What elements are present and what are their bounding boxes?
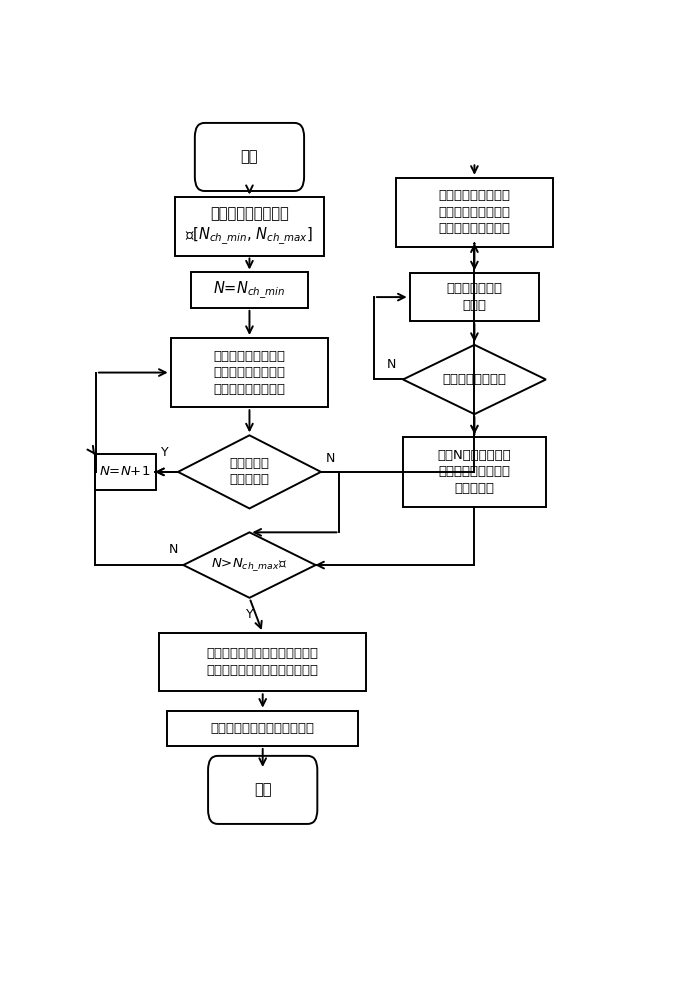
Text: 计算各方案充电站建设成本、用
户充电成本及充电站运营年收益: 计算各方案充电站建设成本、用 户充电成本及充电站运营年收益 <box>207 647 319 677</box>
Text: N: N <box>326 452 335 465</box>
Text: 确定初始聚类中心进
行充电需求点聚类，
确定充电站服务范围: 确定初始聚类中心进 行充电需求点聚类， 确定充电站服务范围 <box>214 350 285 396</box>
FancyBboxPatch shape <box>195 123 304 191</box>
Text: $N$=$N_{ch\_min}$: $N$=$N_{ch\_min}$ <box>214 280 285 301</box>
Text: Y: Y <box>161 446 169 459</box>
FancyBboxPatch shape <box>208 756 318 824</box>
Text: N: N <box>387 358 396 371</box>
Bar <box>403 437 546 507</box>
Text: 规划方案排序并确定最优方案: 规划方案排序并确定最优方案 <box>210 722 315 735</box>
Bar <box>176 197 324 256</box>
Text: $N$=$N$+1: $N$=$N$+1 <box>100 465 151 478</box>
Text: 满足配电网约束？: 满足配电网约束？ <box>443 373 506 386</box>
Text: 结束: 结束 <box>254 782 271 797</box>
Bar <box>167 711 358 746</box>
Text: 确定充电站供电
接入点: 确定充电站供电 接入点 <box>447 282 503 312</box>
Bar <box>95 454 156 490</box>
Text: N: N <box>169 543 178 556</box>
Bar <box>410 273 540 321</box>
Polygon shape <box>183 532 316 598</box>
Text: Y: Y <box>471 425 478 438</box>
Bar <box>396 178 553 247</box>
Text: 超出充电站
最大容量？: 超出充电站 最大容量？ <box>229 457 270 486</box>
Text: 确定N座充电站的站
址、容量、接入位置
及服务范围: 确定N座充电站的站 址、容量、接入位置 及服务范围 <box>438 449 512 495</box>
Polygon shape <box>178 435 321 508</box>
Text: 确定充电站数量上下
限[$N_{ch\_min}$, $N_{ch\_max}$]: 确定充电站数量上下 限[$N_{ch\_min}$, $N_{ch\_max}$… <box>186 206 313 247</box>
Bar <box>191 272 308 308</box>
Bar <box>160 633 366 691</box>
Text: $N$>$N_{ch\_max}$？: $N$>$N_{ch\_max}$？ <box>212 557 288 573</box>
Bar <box>171 338 329 407</box>
Text: Y: Y <box>246 608 253 621</box>
Polygon shape <box>403 345 546 414</box>
Text: 开始: 开始 <box>240 149 258 164</box>
Text: 各服务范围内中央点
作为充电站址，进行
充电站容量优化配置: 各服务范围内中央点 作为充电站址，进行 充电站容量优化配置 <box>438 189 510 235</box>
